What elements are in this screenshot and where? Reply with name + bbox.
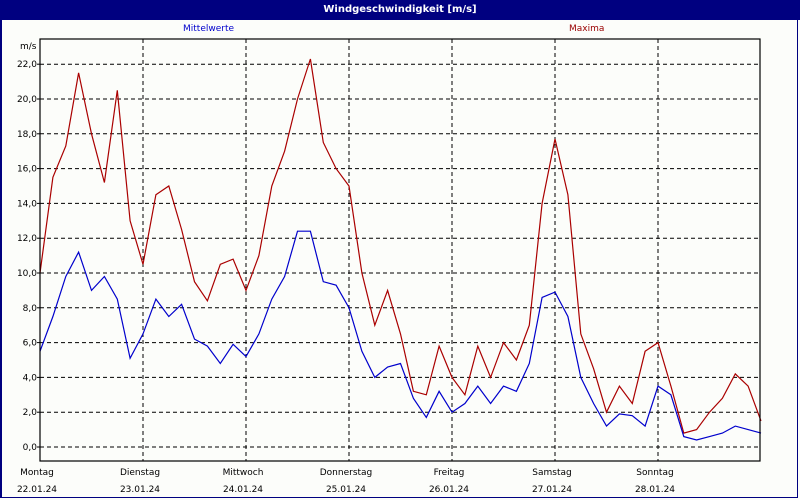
y-tick-label: 2,0 bbox=[23, 408, 38, 418]
y-tick-label: 10,0 bbox=[17, 269, 37, 279]
x-date-label: 26.01.24 bbox=[429, 485, 469, 495]
y-tick-label: 14,0 bbox=[17, 199, 37, 209]
y-tick-label: 16,0 bbox=[17, 165, 37, 175]
x-day-label: Freitag bbox=[434, 468, 465, 478]
x-date-label: 25.01.24 bbox=[326, 485, 366, 495]
plot-border bbox=[39, 38, 761, 462]
y-tick-label: 0,0 bbox=[23, 443, 38, 453]
x-day-label: Samstag bbox=[532, 468, 571, 478]
grid-lines bbox=[40, 39, 760, 461]
y-tick-label: 6,0 bbox=[23, 339, 38, 349]
x-day-label: Sonntag bbox=[636, 468, 673, 478]
x-date-label: 24.01.24 bbox=[223, 485, 263, 495]
y-tick-label: 12,0 bbox=[17, 234, 37, 244]
x-day-label: Mittwoch bbox=[223, 468, 264, 478]
x-day-label: Dienstag bbox=[120, 468, 160, 478]
series-maxima-line bbox=[39, 58, 762, 434]
x-day-label: Montag bbox=[20, 468, 54, 478]
chart-title: Windgeschwindigkeit [m/s] bbox=[0, 0, 800, 20]
x-date-label: 23.01.24 bbox=[120, 485, 160, 495]
y-axis-unit: m/s bbox=[20, 42, 37, 52]
legend-maxima: Maxima bbox=[569, 24, 605, 34]
x-date-label: 28.01.24 bbox=[635, 485, 675, 495]
y-tick-label: 18,0 bbox=[17, 130, 37, 140]
y-tick-label: 8,0 bbox=[23, 304, 38, 314]
y-tick-label: 4,0 bbox=[23, 373, 38, 383]
y-axis-ticks: 0,0 2,0 4,0 6,0 8,0 10,0 12,0 14,0 16,0 18,0 20,0 2… bbox=[17, 60, 40, 453]
legend-mittelwerte: Mittelwerte bbox=[183, 24, 235, 34]
x-date-label: 22.01.24 bbox=[17, 485, 57, 495]
x-day-label: Donnerstag bbox=[320, 468, 373, 478]
y-tick-label: 22,0 bbox=[17, 60, 37, 70]
x-axis-labels: Montag 22.01.24 Dienstag 23.01.24 Mittwoch 24… bbox=[17, 468, 675, 495]
series-mittelwerte-line bbox=[39, 230, 762, 441]
x-date-label: 27.01.24 bbox=[532, 485, 572, 495]
y-tick-label: 20,0 bbox=[17, 95, 37, 105]
